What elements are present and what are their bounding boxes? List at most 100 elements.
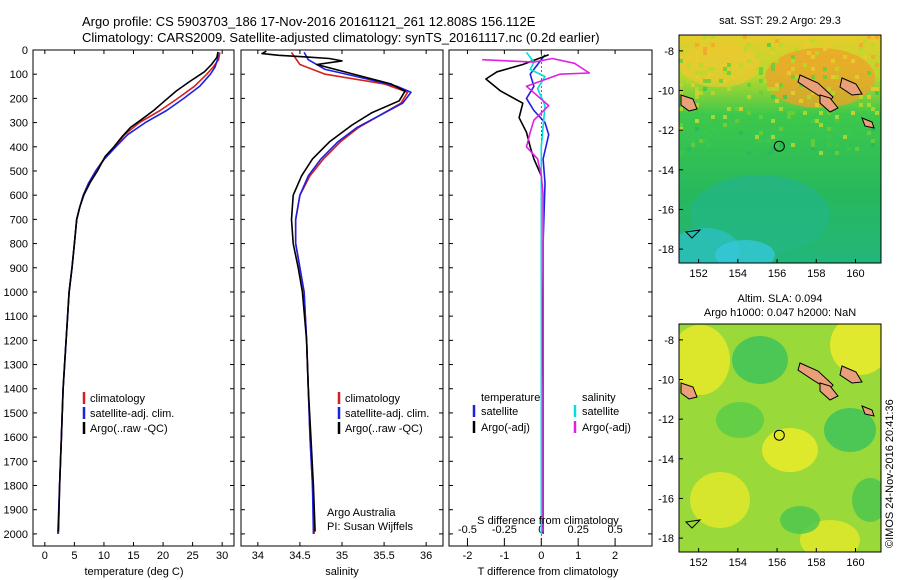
sst-pixel (687, 63, 691, 67)
x-tick-label: 10 (98, 550, 110, 562)
sst-pixel (771, 63, 775, 67)
series-line-argo-raw-qc- (57, 51, 219, 532)
sst-pixel (867, 35, 871, 39)
sst-pixel (783, 95, 787, 99)
argo-marker (773, 140, 785, 152)
map-y-tick-label: -12 (658, 125, 674, 137)
sst-pixel (835, 119, 839, 123)
sst-pixel (695, 95, 699, 99)
sst-pixel (755, 135, 759, 139)
sst-pixel (835, 67, 839, 71)
map-x-tick-label: 154 (729, 557, 747, 569)
sst-pixel (767, 43, 771, 47)
y-tick-label: 2000 (4, 529, 28, 541)
difference-xlabel-top: S difference from climatology (477, 515, 619, 527)
y-tick-label: 1600 (4, 432, 28, 444)
sst-pixel (739, 131, 743, 135)
salinity-xlabel: salinity (325, 566, 359, 578)
sst-pixel (811, 143, 815, 147)
x-tick-top-label: 0.25 (567, 524, 588, 536)
x-tick-label: 0 (538, 550, 544, 562)
sst-pixel (759, 115, 763, 119)
legend-label-climatology: climatology (90, 393, 146, 405)
legend-label-temp-satellite: satellite (481, 406, 518, 418)
sst-pixel (875, 35, 879, 39)
sst-pixel (703, 119, 707, 123)
sst-pixel (871, 43, 875, 47)
sst-pixel (871, 139, 875, 143)
sst-pixel (823, 67, 827, 71)
difference-panel: -2 -1 0 1 2-0.5 -0.25 0 0.25 0.5 temperature sal… (448, 49, 653, 578)
sla-map: Altim. SLA: 0.094 Argo h1000: 0.047 h200… (658, 293, 882, 569)
x-tick-top-label: -0.25 (492, 524, 517, 536)
map-x-tick-label: 154 (729, 268, 747, 280)
sst-pixel (747, 111, 751, 115)
map-y-tick-label: -12 (658, 414, 674, 426)
sst-pixel (815, 103, 819, 107)
legend-label-sal-satellite: satellite (582, 406, 619, 418)
map-x-tick-label: 152 (689, 557, 707, 569)
sst-pixel (811, 119, 815, 123)
legend-label-temp-argo: Argo(-adj) (481, 422, 530, 434)
sst-pixel (771, 87, 775, 91)
sst-pixel (871, 87, 875, 91)
map-x-tick-label: 158 (807, 557, 825, 569)
sst-pixel (707, 51, 711, 55)
sst-pixel (835, 115, 839, 119)
sst-pixel (723, 67, 727, 71)
legend-title-salinity: salinity (582, 392, 616, 404)
x-tick-label: 15 (127, 550, 139, 562)
x-tick-label: 20 (157, 550, 169, 562)
sst-pixel (855, 75, 859, 79)
sst-pixel (755, 67, 759, 71)
sst-pixel (811, 91, 815, 95)
sla-map-subtitle: Argo h1000: 0.047 h2000: NaN (704, 307, 856, 319)
sst-pixel (695, 87, 699, 91)
map-x-tick-label: 158 (807, 268, 825, 280)
sst-pixel (787, 111, 791, 115)
sst-pixel (803, 43, 807, 47)
sst-pixel (759, 71, 763, 75)
sst-pixel (727, 119, 731, 123)
sst-pixel (803, 63, 807, 67)
x-tick-label: 1 (575, 550, 581, 562)
sst-pixel (827, 143, 831, 147)
sst-pixel (859, 43, 863, 47)
sst-pixel (875, 63, 879, 67)
sst-pixel (695, 127, 699, 131)
sst-pixel (871, 107, 875, 111)
x-tick-top-label: -0.5 (458, 524, 477, 536)
sst-pixel (711, 43, 715, 47)
sst-pixel (819, 127, 823, 131)
sst-pixel (771, 119, 775, 123)
sst-pixel (699, 71, 703, 75)
sst-pixel (859, 95, 863, 99)
sst-pixel (739, 63, 743, 67)
sst-pixel (679, 123, 683, 127)
map-y-tick-label: -16 (658, 204, 674, 216)
map-y-tick-label: -8 (664, 46, 674, 58)
y-tick-label: 1100 (4, 311, 28, 323)
sst-pixel (759, 67, 763, 71)
temperature-xlabel: temperature (deg C) (84, 566, 183, 578)
sst-pixel (771, 95, 775, 99)
x-tick-label: 30 (216, 550, 228, 562)
x-tick-label: 5 (71, 550, 77, 562)
sst-pixel (723, 115, 727, 119)
sst-pixel (695, 43, 699, 47)
x-tick-label: 2 (612, 550, 618, 562)
sst-pixel (691, 83, 695, 87)
sst-pixel (827, 87, 831, 91)
map-y-tick-label: -18 (658, 533, 674, 545)
legend-label-sal-argo: Argo(-adj) (582, 422, 631, 434)
legend-label-satellite: satellite-adj. clim. (345, 408, 429, 420)
sst-pixel (731, 123, 735, 127)
sst-pixel (711, 67, 715, 71)
sst-pixel (811, 55, 815, 59)
sst-pixel (827, 35, 831, 39)
y-tick-label: 1300 (4, 360, 28, 372)
sst-pixel (863, 55, 867, 59)
sst-pixel (703, 35, 707, 39)
sst-pixel (791, 67, 795, 71)
y-tick-label: 500 (10, 166, 28, 178)
